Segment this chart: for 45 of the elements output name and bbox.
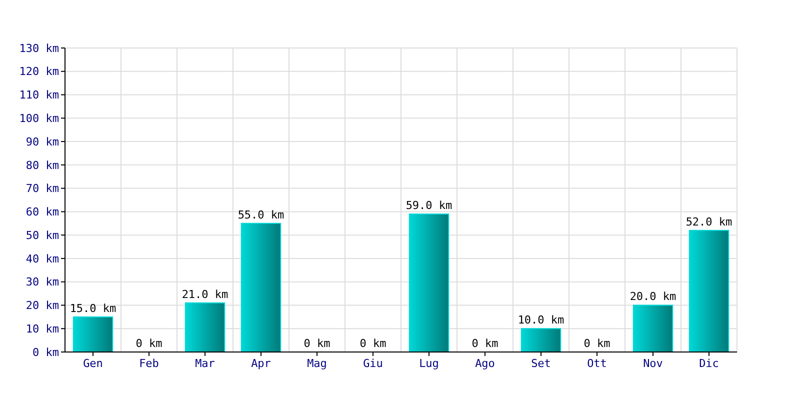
bar xyxy=(632,304,674,352)
data-label: 0 km xyxy=(584,337,611,350)
y-tick-label: 90 km xyxy=(26,135,60,148)
y-tick-label: 30 km xyxy=(26,276,60,289)
x-tick-label: Apr xyxy=(251,357,272,370)
data-label: 0 km xyxy=(304,337,331,350)
y-tick-label: 0 km xyxy=(32,346,60,359)
x-tick-label: Nov xyxy=(643,357,664,370)
y-tick-label: 80 km xyxy=(26,158,60,172)
data-label: 55.0 km xyxy=(238,208,285,222)
x-tick-label: Ott xyxy=(587,357,607,370)
data-label: 0 km xyxy=(136,337,163,350)
y-tick-label: 130 km xyxy=(19,42,60,55)
y-tick-label: 120 km xyxy=(19,65,60,78)
bar xyxy=(240,222,282,352)
x-tick-label: Set xyxy=(531,357,551,370)
x-tick-label: Dic xyxy=(699,357,719,370)
y-tick-label: 60 km xyxy=(26,206,60,219)
x-tick-label: Feb xyxy=(139,357,159,370)
bar xyxy=(72,316,114,352)
y-tick-label: 50 km xyxy=(26,228,60,242)
y-tick-label: 40 km xyxy=(26,252,60,266)
x-tick-label: Mag xyxy=(307,357,327,370)
y-tick-label: 70 km xyxy=(26,182,60,196)
bar xyxy=(688,230,730,352)
bar xyxy=(408,214,450,352)
x-tick-label: Ago xyxy=(475,357,495,370)
bar xyxy=(520,328,562,352)
data-label: 10.0 km xyxy=(518,314,565,327)
data-label: 0 km xyxy=(360,337,387,350)
x-tick-label: Lug xyxy=(419,357,439,370)
data-label: 21.0 km xyxy=(182,288,229,301)
data-label: 0 km xyxy=(472,337,499,350)
x-tick-label: Gen xyxy=(83,357,103,370)
data-label: 20.0 km xyxy=(630,290,677,304)
y-tick-label: 20 km xyxy=(26,299,60,312)
x-tick-label: Mar xyxy=(195,357,216,370)
x-tick-label: Giu xyxy=(363,357,383,370)
data-label: 15.0 km xyxy=(70,302,117,315)
data-label: 59.0 km xyxy=(406,199,453,212)
y-tick-label: 100 km xyxy=(19,112,60,126)
data-label: 52.0 km xyxy=(686,215,733,228)
y-tick-label: 10 km xyxy=(26,322,60,336)
y-tick-label: 110 km xyxy=(19,88,60,102)
bar xyxy=(184,302,226,352)
